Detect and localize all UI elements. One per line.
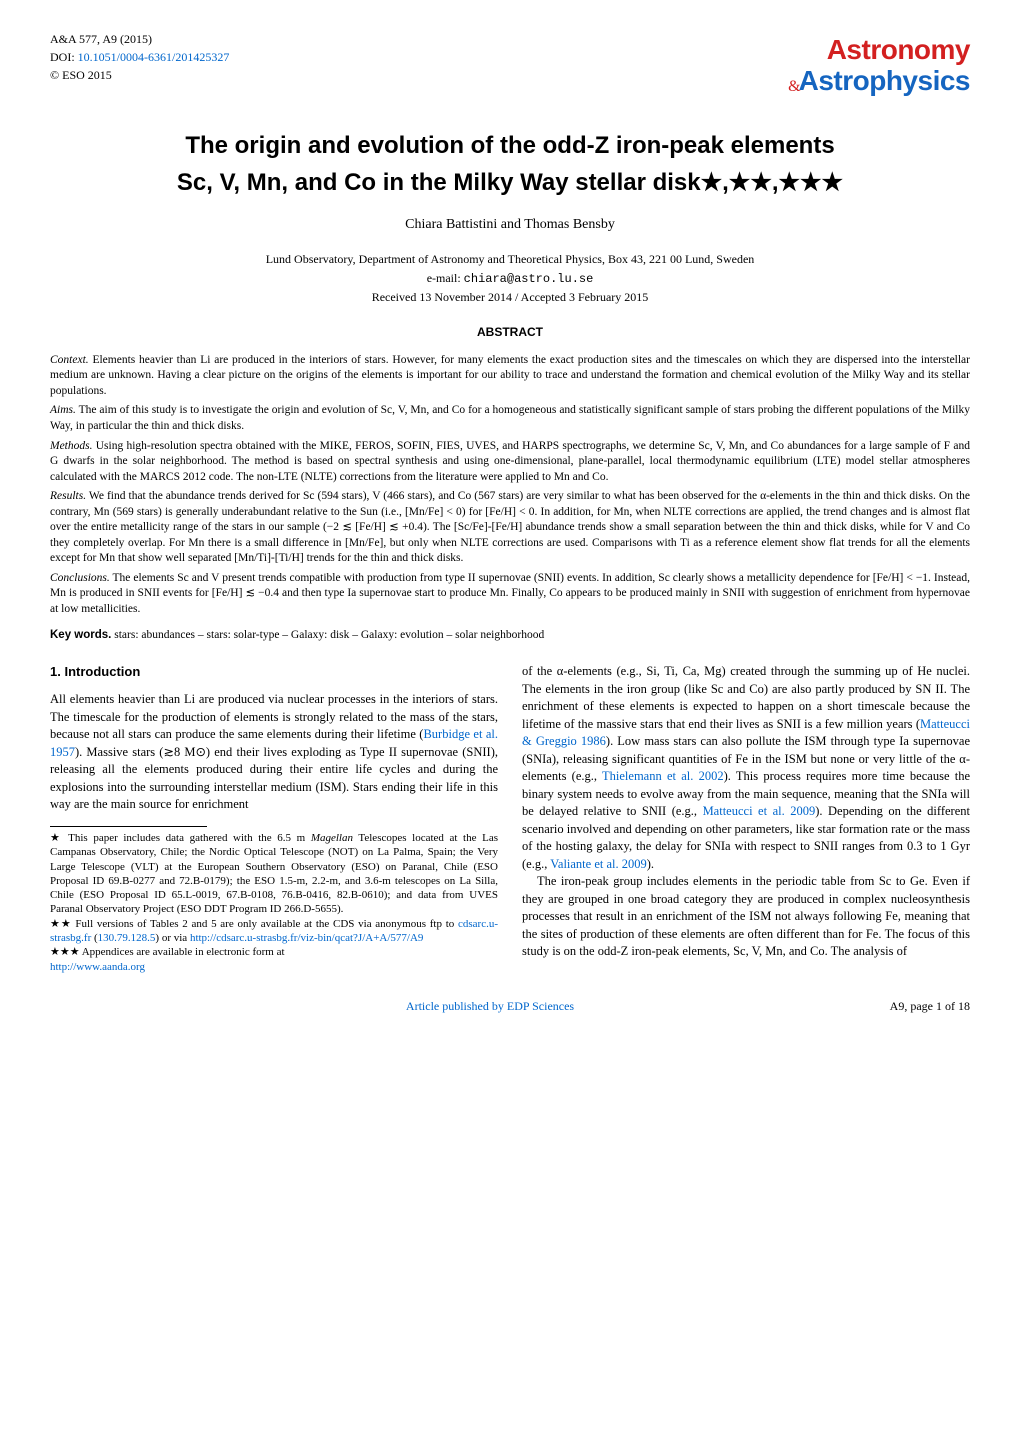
keywords-text: stars: abundances – stars: solar-type – … bbox=[111, 629, 544, 641]
logo-astrophysics: Astrophysics bbox=[799, 65, 970, 96]
right-column: of the α-elements (e.g., Si, Ti, Ca, Mg)… bbox=[522, 663, 970, 974]
abstract-context: Context. Elements heavier than Li are pr… bbox=[50, 353, 970, 400]
footer-publisher-link[interactable]: Article published by EDP Sciences bbox=[150, 998, 830, 1015]
results-label: Results. bbox=[50, 490, 86, 502]
col2-text-a: of the α-elements (e.g., Si, Ti, Ca, Mg)… bbox=[522, 664, 970, 731]
fn1-text-a: ★ This paper includes data gathered with… bbox=[50, 832, 311, 844]
doi-line: DOI: 10.1051/0004-6361/201425327 bbox=[50, 48, 229, 66]
fn1-magellan: Magellan bbox=[311, 832, 353, 844]
fn2-text-c: ) or via bbox=[155, 932, 190, 944]
fn3-text-a: ★★★ Appendices are available in electron… bbox=[50, 946, 285, 958]
email-address: chiara@astro.lu.se bbox=[464, 272, 594, 286]
aims-label: Aims. bbox=[50, 404, 76, 416]
left-column: 1. Introduction All elements heavier tha… bbox=[50, 663, 498, 974]
footnote-3: ★★★ Appendices are available in electron… bbox=[50, 945, 498, 974]
abstract-heading: ABSTRACT bbox=[50, 324, 970, 341]
email-line: e-mail: chiara@astro.lu.se bbox=[50, 270, 970, 288]
fn2-link-ip[interactable]: 130.79.128.5 bbox=[98, 932, 156, 944]
two-column-body: 1. Introduction All elements heavier tha… bbox=[50, 663, 970, 974]
citation-valiante[interactable]: Valiante et al. 2009 bbox=[550, 857, 647, 871]
citation-thielemann[interactable]: Thielemann et al. 2002 bbox=[602, 769, 724, 783]
intro-text-b: ). Massive stars (≳8 M⊙) end their lives… bbox=[50, 745, 498, 812]
authors: Chiara Battistini and Thomas Bensby bbox=[50, 215, 970, 235]
col2-paragraph-2: The iron-peak group includes elements in… bbox=[522, 873, 970, 961]
submission-dates: Received 13 November 2014 / Accepted 3 F… bbox=[50, 289, 970, 306]
fn2-link-vizier[interactable]: http://cdsarc.u-strasbg.fr/viz-bin/qcat?… bbox=[190, 932, 423, 944]
context-label: Context. bbox=[50, 354, 89, 366]
doi-link[interactable]: 10.1051/0004-6361/201425327 bbox=[78, 50, 230, 64]
page-header: A&A 577, A9 (2015) DOI: 10.1051/0004-636… bbox=[50, 30, 970, 100]
abstract-results: Results. We find that the abundance tren… bbox=[50, 489, 970, 567]
copyright: © ESO 2015 bbox=[50, 66, 229, 84]
col2-paragraph-1: of the α-elements (e.g., Si, Ti, Ca, Mg)… bbox=[522, 663, 970, 873]
abstract-aims: Aims. The aim of this study is to invest… bbox=[50, 403, 970, 434]
keywords-label: Key words. bbox=[50, 629, 111, 641]
page-footer: Article published by EDP Sciences A9, pa… bbox=[50, 998, 970, 1015]
journal-logo: Astronomy &Astrophysics bbox=[790, 30, 970, 100]
keywords-line: Key words. stars: abundances – stars: so… bbox=[50, 627, 970, 643]
col2-text-e: ). bbox=[647, 857, 654, 871]
conclusions-text: The elements Sc and V present trends com… bbox=[50, 572, 970, 615]
journal-ref: A&A 577, A9 (2015) bbox=[50, 30, 229, 48]
fn2-text-a: ★★ Full versions of Tables 2 and 5 are o… bbox=[50, 918, 458, 930]
methods-text: Using high-resolution spectra obtained w… bbox=[50, 440, 970, 483]
footer-page-number: A9, page 1 of 18 bbox=[830, 998, 970, 1015]
abstract-conclusions: Conclusions. The elements Sc and V prese… bbox=[50, 571, 970, 618]
footer-left-spacer bbox=[50, 998, 150, 1015]
results-text: We find that the abundance trends derive… bbox=[50, 490, 970, 564]
abstract-methods: Methods. Using high-resolution spectra o… bbox=[50, 439, 970, 486]
conclusions-label: Conclusions. bbox=[50, 572, 110, 584]
intro-paragraph-1: All elements heavier than Li are produce… bbox=[50, 691, 498, 814]
section-1-heading: 1. Introduction bbox=[50, 663, 498, 681]
footnote-1: ★ This paper includes data gathered with… bbox=[50, 831, 498, 917]
doi-label: DOI: bbox=[50, 50, 78, 64]
article-title-line2: Sc, V, Mn, and Co in the Milky Way stell… bbox=[50, 166, 970, 200]
aims-text: The aim of this study is to investigate … bbox=[50, 404, 970, 432]
email-label: e-mail: bbox=[427, 271, 464, 285]
context-text: Elements heavier than Li are produced in… bbox=[50, 354, 970, 397]
title-text: Sc, V, Mn, and Co in the Milky Way stell… bbox=[177, 169, 701, 196]
fn3-link-aanda[interactable]: http://www.aanda.org bbox=[50, 961, 145, 973]
title-footnote-stars: ★,★★,★★★ bbox=[701, 169, 843, 196]
article-title-line1: The origin and evolution of the odd-Z ir… bbox=[50, 130, 970, 161]
footnote-separator bbox=[50, 826, 207, 827]
citation-matteucci-2009[interactable]: Matteucci et al. 2009 bbox=[703, 804, 816, 818]
affiliation: Lund Observatory, Department of Astronom… bbox=[50, 251, 970, 268]
journal-metadata: A&A 577, A9 (2015) DOI: 10.1051/0004-636… bbox=[50, 30, 229, 84]
methods-label: Methods. bbox=[50, 440, 92, 452]
footnote-2: ★★ Full versions of Tables 2 and 5 are o… bbox=[50, 917, 498, 946]
fn1-text-b: Telescopes located at the Las Campanas O… bbox=[50, 832, 498, 915]
